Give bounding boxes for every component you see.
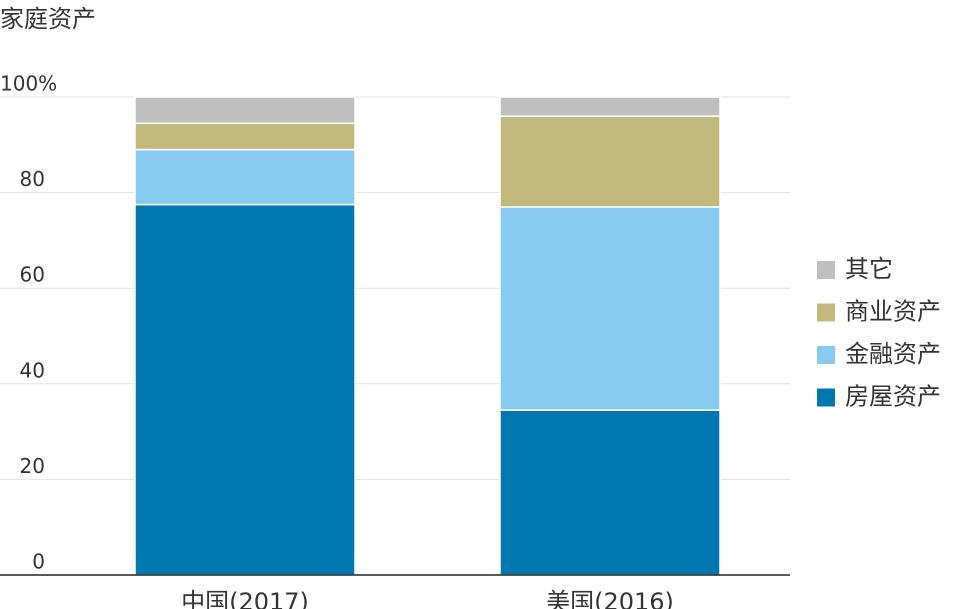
y-tick-label: 60 — [20, 263, 45, 287]
chart-title: 家庭资产 — [0, 5, 96, 33]
legend-label: 房屋资产 — [845, 383, 941, 411]
legend-swatch — [817, 303, 835, 322]
bar-segment — [134, 203, 356, 576]
y-tick-label: 80 — [20, 167, 45, 191]
bar-segment — [134, 148, 356, 206]
x-tick-label: 美国(2016) — [546, 588, 674, 609]
bar-segment — [499, 96, 721, 117]
legend-label: 金融资产 — [845, 340, 941, 368]
legend-swatch — [817, 261, 835, 279]
y-tick-label: 100% — [0, 72, 57, 96]
bar-segment — [499, 206, 721, 411]
bar-segment — [134, 122, 356, 151]
legend-swatch — [817, 388, 835, 407]
legend-label: 商业资产 — [845, 298, 941, 326]
bar-segment — [134, 96, 356, 125]
legend-swatch — [817, 346, 835, 364]
y-tick-label: 0 — [32, 550, 45, 574]
y-tick-label: 40 — [20, 358, 45, 382]
y-tick-label: 20 — [20, 454, 45, 478]
bar-segment — [499, 409, 721, 576]
bar-segment — [499, 115, 721, 208]
legend-label: 其它 — [845, 255, 893, 283]
x-tick-label: 中国(2017) — [181, 588, 309, 609]
